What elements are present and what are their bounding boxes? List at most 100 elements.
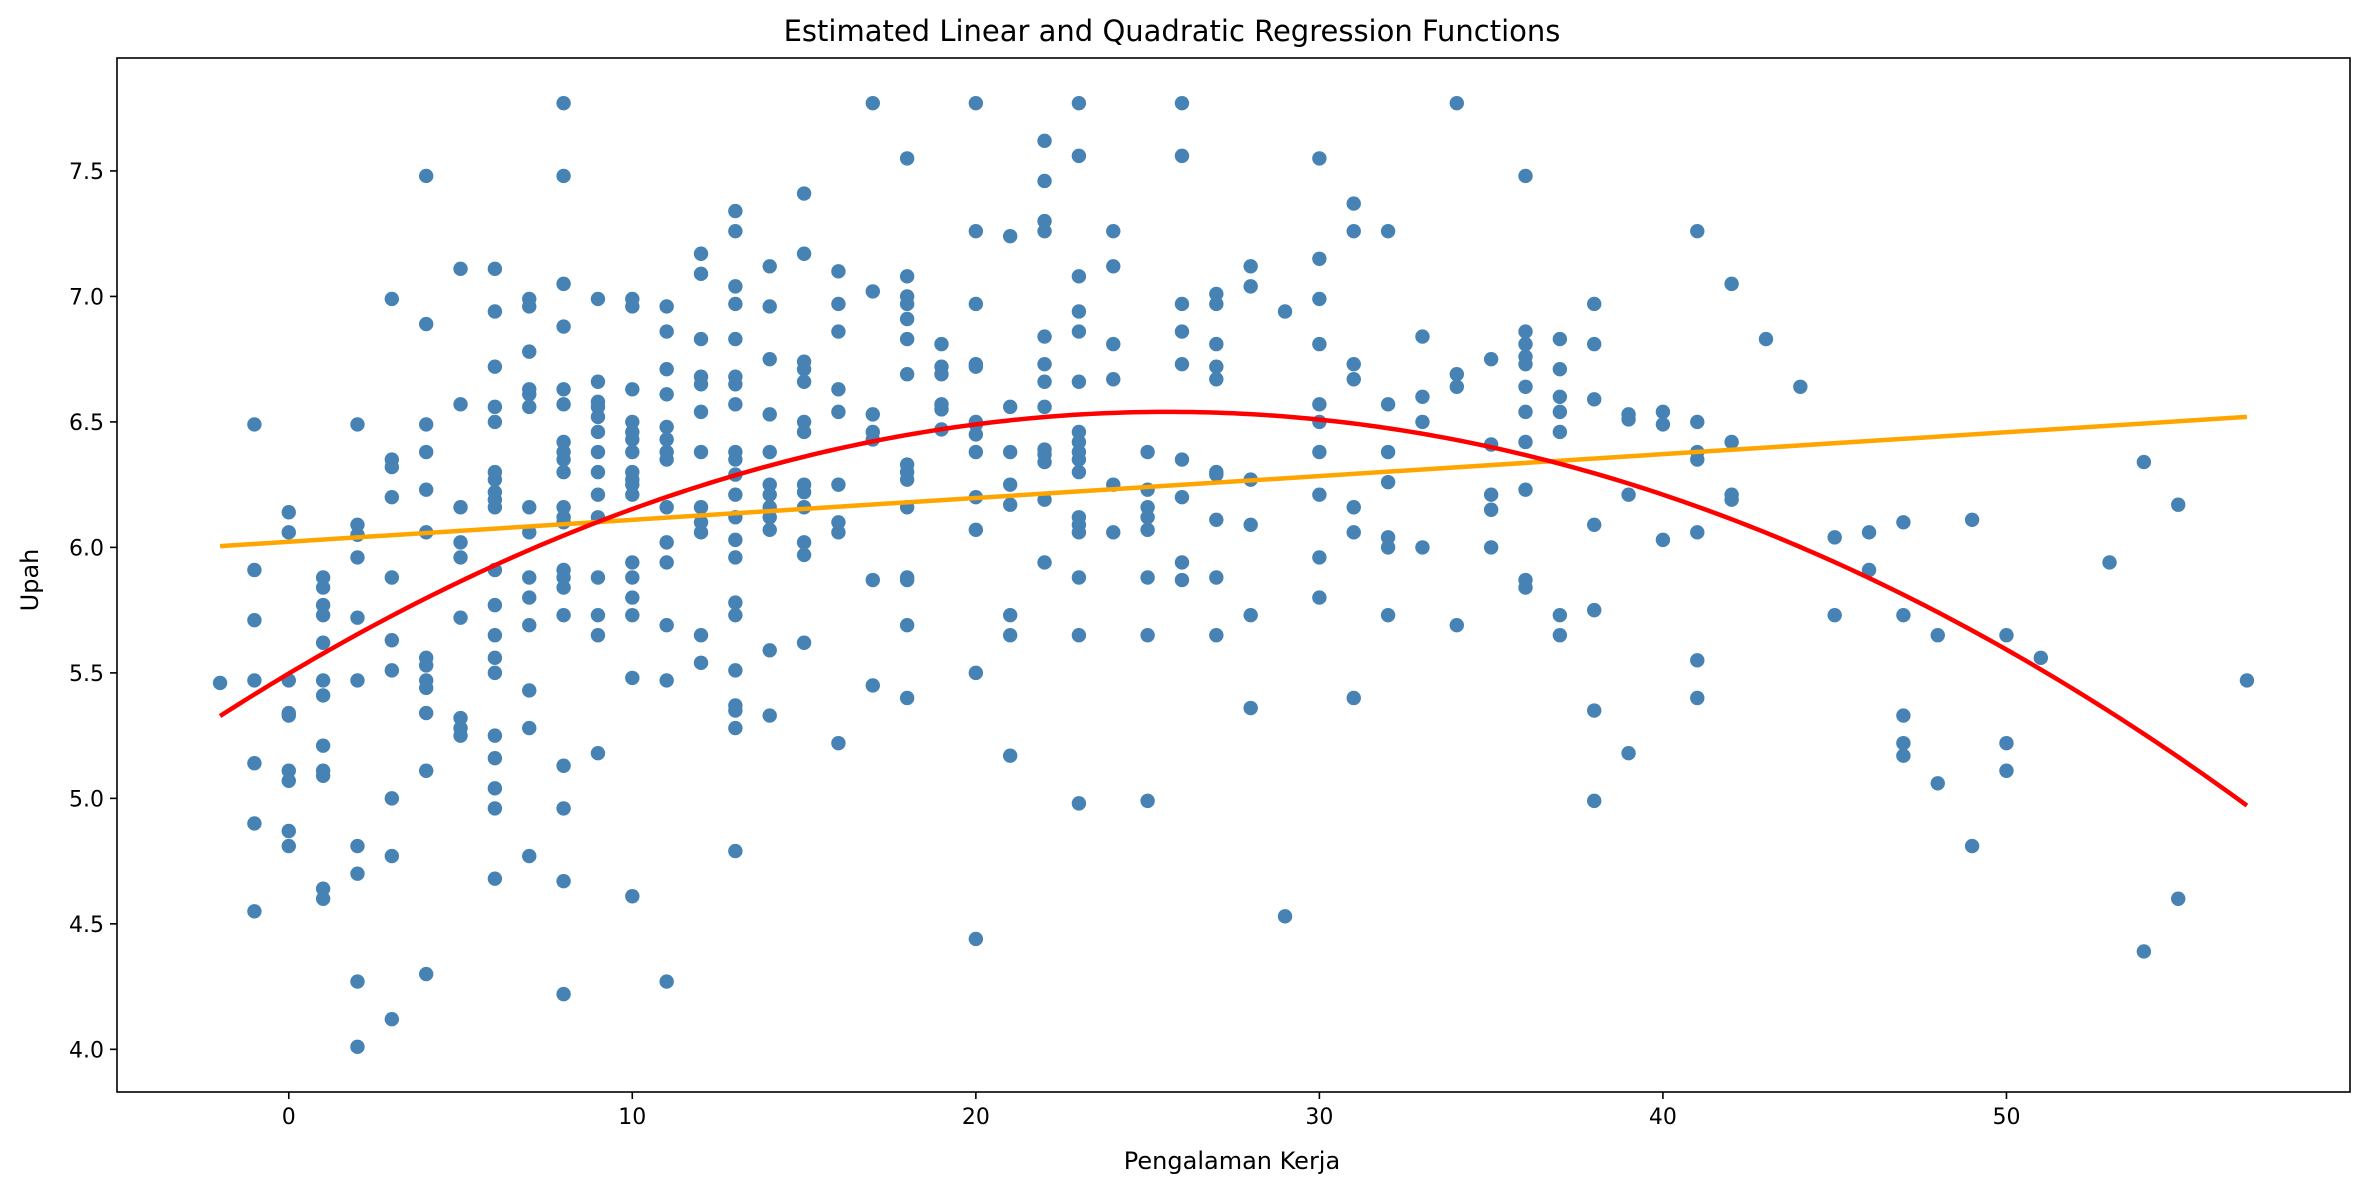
data-point <box>1449 617 1465 633</box>
data-point <box>693 500 709 515</box>
data-point <box>1621 412 1636 427</box>
data-point <box>350 517 365 533</box>
chart-title: Estimated Linear and Quadratic Regressio… <box>784 14 1561 48</box>
data-point <box>522 387 537 402</box>
data-point <box>728 331 743 347</box>
data-point <box>2102 555 2117 570</box>
data-point <box>1896 708 1911 723</box>
y-tick-label: 5.5 <box>69 662 104 687</box>
data-point <box>1312 291 1327 307</box>
data-point <box>968 665 984 681</box>
data-point <box>796 414 812 430</box>
data-point <box>1380 474 1396 490</box>
data-point <box>453 550 468 565</box>
data-point <box>968 427 984 442</box>
data-point <box>384 663 400 678</box>
data-point <box>1312 550 1327 565</box>
x-tick-label: 20 <box>962 1105 990 1130</box>
data-point <box>796 635 812 650</box>
data-point <box>762 510 777 525</box>
data-point <box>556 276 571 292</box>
data-point <box>2171 891 2186 906</box>
data-point <box>522 590 537 605</box>
data-point <box>487 728 503 743</box>
data-point <box>1690 414 1705 430</box>
data-point <box>1277 304 1293 319</box>
data-point <box>1174 452 1190 467</box>
linear-fit-line <box>219 414 2248 549</box>
data-point <box>590 374 606 389</box>
data-point <box>1003 607 1018 623</box>
data-point <box>1140 444 1155 460</box>
data-point <box>1655 417 1671 432</box>
data-point <box>384 489 400 505</box>
y-tick-label: 7.5 <box>69 160 104 185</box>
data-point <box>1209 467 1224 482</box>
data-point <box>1587 392 1602 407</box>
data-point <box>315 768 331 783</box>
data-point <box>384 291 400 307</box>
data-point <box>1243 279 1258 294</box>
data-point <box>968 931 984 947</box>
data-point <box>693 331 709 347</box>
data-point <box>350 550 365 565</box>
data-point <box>968 359 984 374</box>
data-point <box>1758 331 1774 347</box>
data-point <box>556 382 571 397</box>
data-point <box>281 838 296 854</box>
data-point <box>899 472 915 487</box>
data-point <box>350 838 365 854</box>
y-tick-label: 5.0 <box>69 787 104 812</box>
data-point <box>968 444 984 460</box>
data-point <box>556 319 571 334</box>
data-point <box>1587 517 1602 533</box>
data-point <box>1380 607 1396 623</box>
y-tick-label: 4.5 <box>69 913 104 938</box>
data-point <box>315 738 331 753</box>
data-point <box>1483 351 1499 367</box>
data-point <box>831 404 846 420</box>
data-point <box>1552 331 1568 347</box>
data-point <box>418 705 434 721</box>
data-point <box>384 848 400 864</box>
data-point <box>1346 356 1361 372</box>
data-point <box>1861 562 1877 578</box>
data-point <box>1518 168 1533 184</box>
data-point <box>728 703 743 718</box>
data-point <box>762 407 777 422</box>
y-tick-label: 4.0 <box>69 1038 104 1063</box>
data-point <box>522 500 537 515</box>
data-point <box>1552 424 1568 440</box>
data-point <box>865 95 880 111</box>
data-point <box>2033 650 2049 666</box>
data-point <box>831 735 846 751</box>
data-point <box>762 259 777 274</box>
data-point <box>418 966 434 982</box>
data-point <box>1930 628 1945 643</box>
data-point <box>2136 454 2152 470</box>
data-point <box>1999 735 2014 751</box>
data-point <box>556 873 571 889</box>
data-point <box>212 675 228 691</box>
data-point <box>247 562 262 578</box>
data-point <box>796 374 812 389</box>
data-point <box>1449 95 1465 111</box>
data-point <box>1518 356 1533 372</box>
data-point <box>625 555 640 570</box>
data-point <box>659 324 674 339</box>
data-point <box>659 974 674 989</box>
data-point <box>1449 379 1465 394</box>
data-point <box>1037 555 1052 570</box>
data-point <box>659 500 674 515</box>
data-point <box>1518 434 1533 450</box>
data-point <box>1140 628 1155 643</box>
data-point <box>728 452 743 467</box>
data-point <box>968 522 984 538</box>
data-point <box>487 261 503 277</box>
data-point <box>899 311 915 327</box>
x-tick-label: 40 <box>1649 1105 1677 1130</box>
data-point <box>453 261 468 277</box>
data-point <box>796 186 812 201</box>
data-point <box>831 525 846 540</box>
